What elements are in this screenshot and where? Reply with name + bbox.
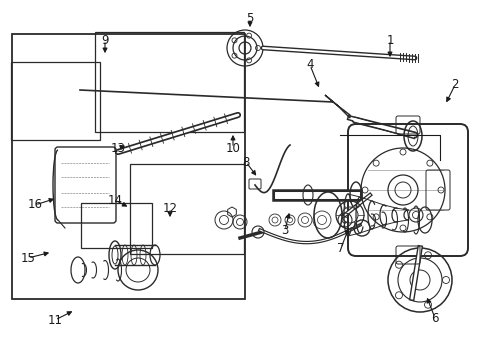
Text: 6: 6	[430, 311, 438, 324]
Text: 3: 3	[281, 224, 288, 237]
Text: 4: 4	[305, 58, 313, 72]
Text: 7: 7	[337, 242, 344, 255]
Text: 16: 16	[27, 198, 42, 211]
Text: 14: 14	[107, 194, 122, 207]
Text: 13: 13	[110, 141, 125, 154]
Text: 8: 8	[242, 156, 249, 168]
Text: 5: 5	[246, 12, 253, 24]
Text: 10: 10	[225, 141, 240, 154]
Text: 12: 12	[162, 202, 177, 215]
Text: 2: 2	[450, 78, 458, 91]
Text: 9: 9	[101, 33, 108, 46]
Text: 15: 15	[20, 252, 35, 265]
Text: 11: 11	[47, 314, 62, 327]
Text: 1: 1	[386, 33, 393, 46]
